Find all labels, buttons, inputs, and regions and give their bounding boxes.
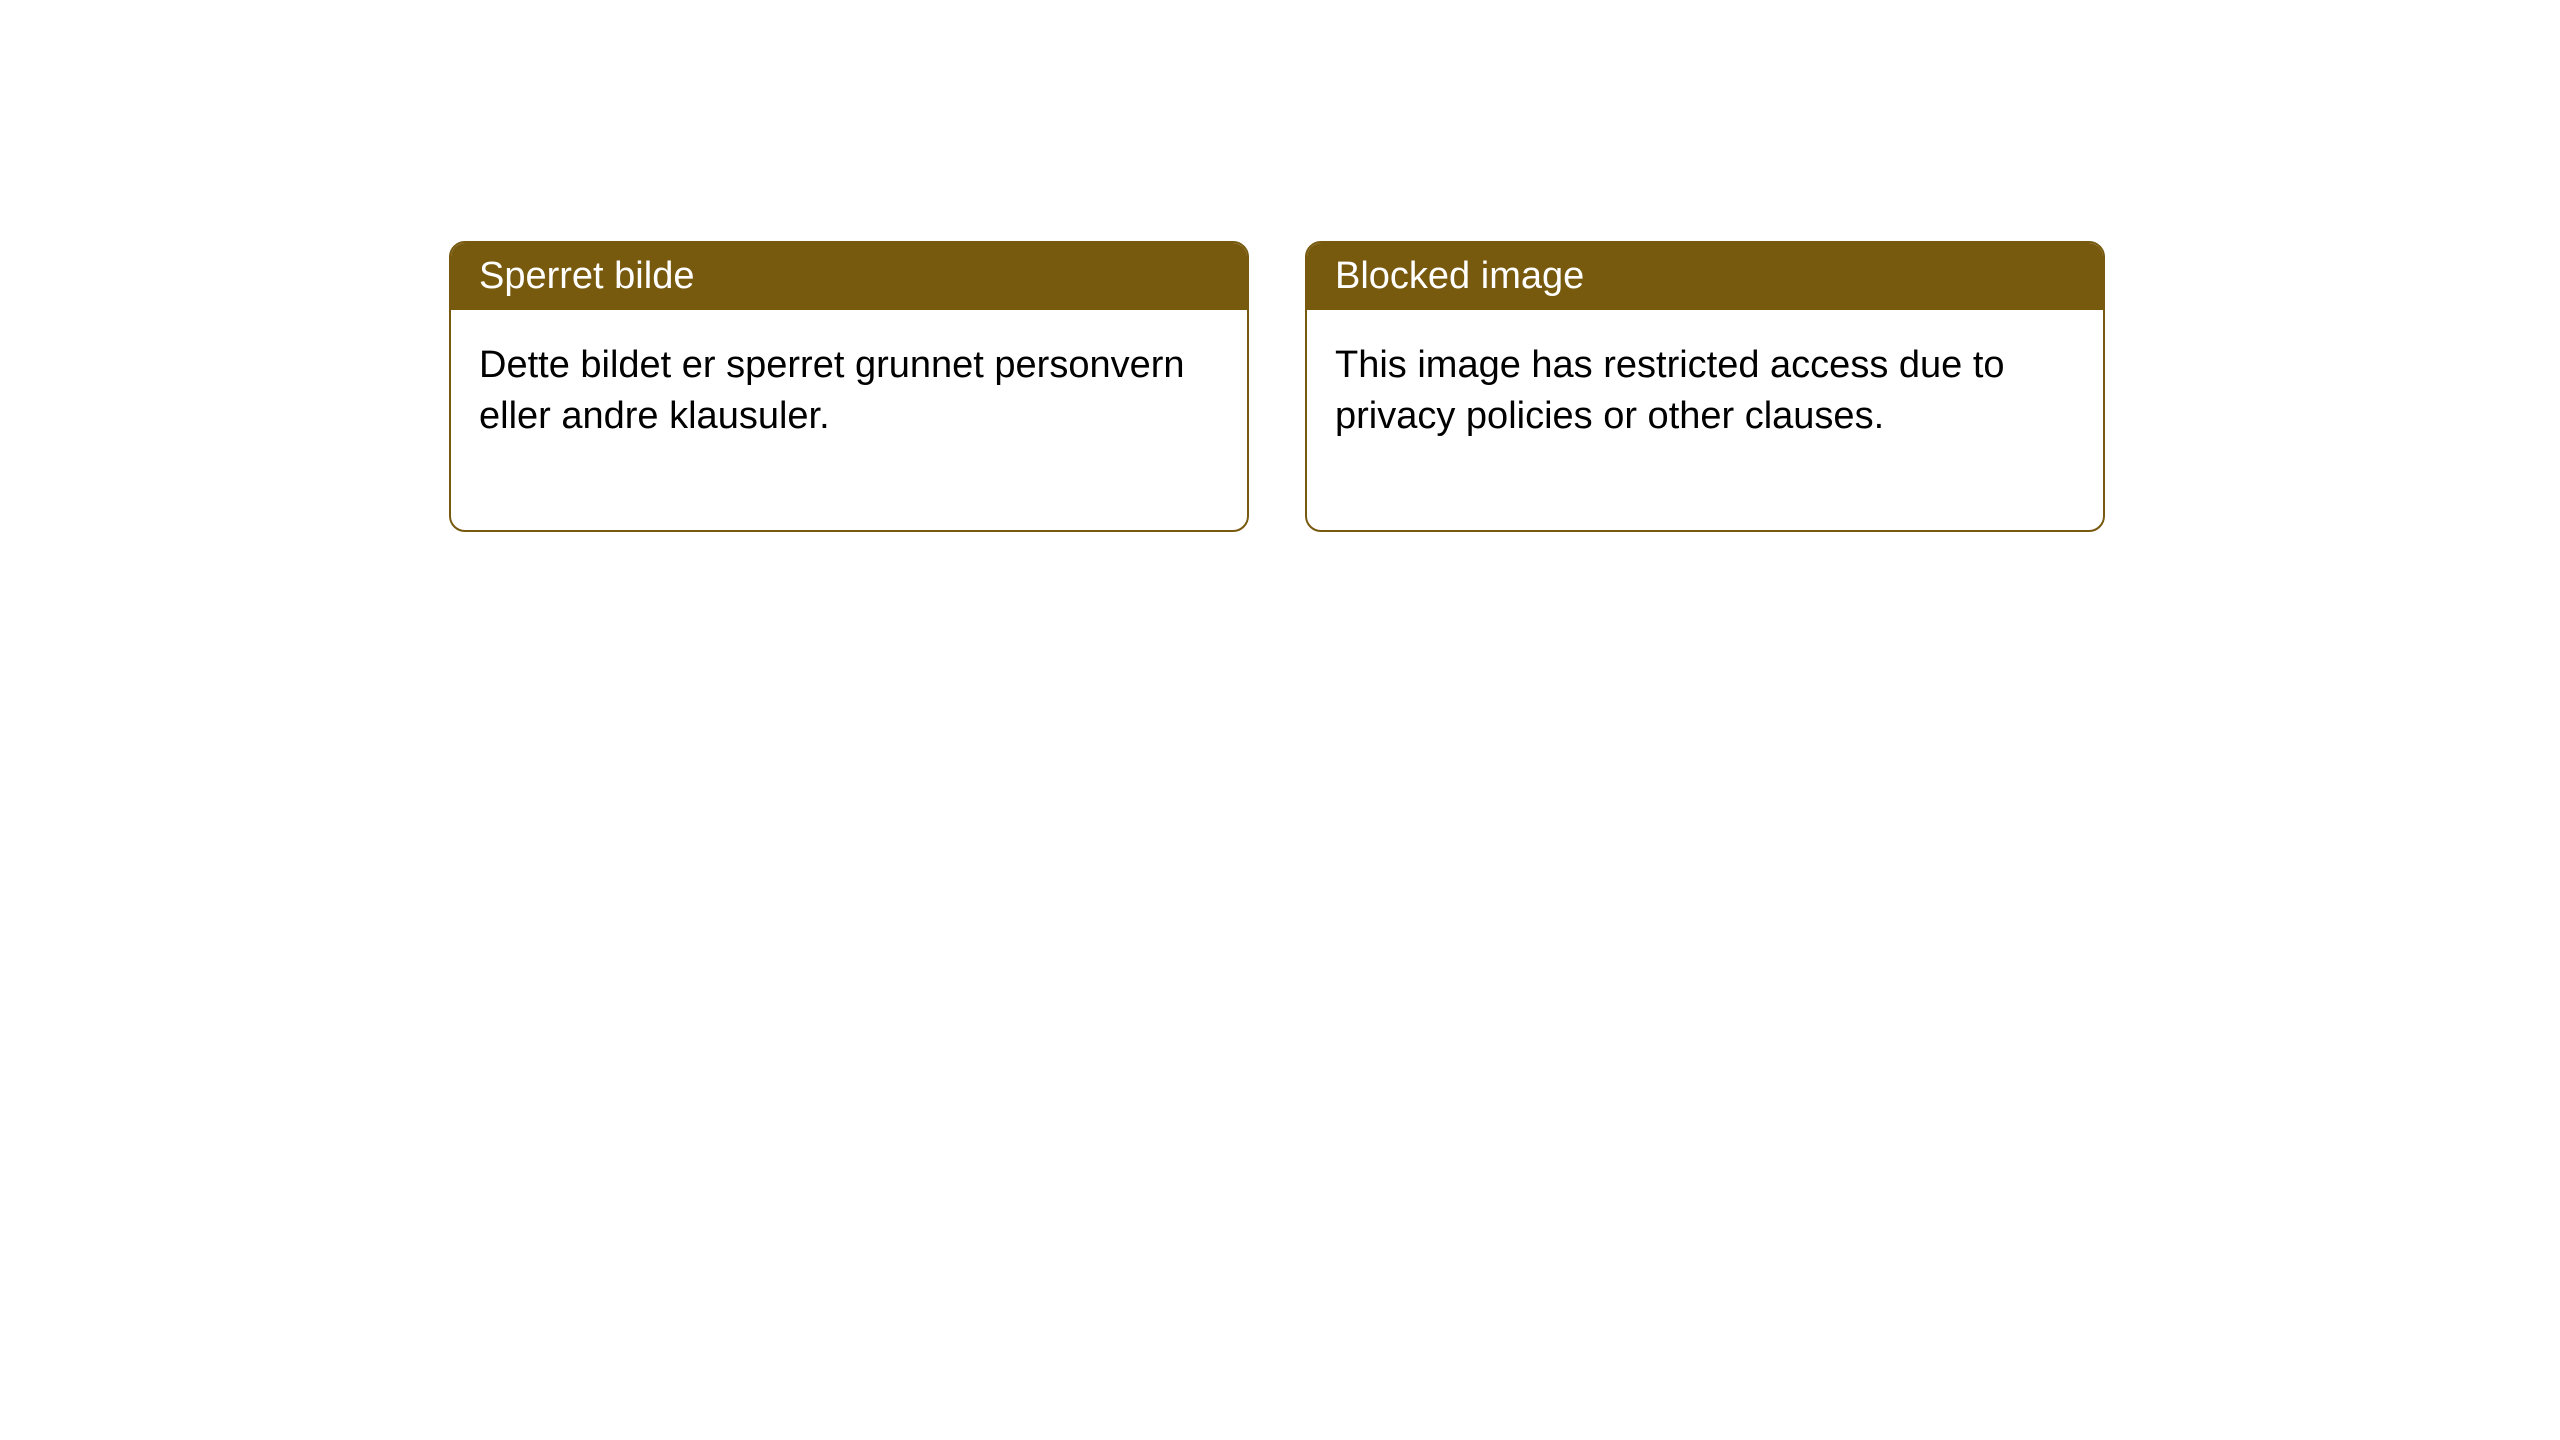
card-header-en: Blocked image	[1307, 243, 2103, 310]
blocked-image-card-en: Blocked image This image has restricted …	[1305, 241, 2105, 532]
card-body-en: This image has restricted access due to …	[1307, 310, 2103, 530]
card-body-no: Dette bildet er sperret grunnet personve…	[451, 310, 1247, 530]
cards-container: Sperret bilde Dette bildet er sperret gr…	[449, 241, 2105, 532]
blocked-image-card-no: Sperret bilde Dette bildet er sperret gr…	[449, 241, 1249, 532]
card-header-no: Sperret bilde	[451, 243, 1247, 310]
